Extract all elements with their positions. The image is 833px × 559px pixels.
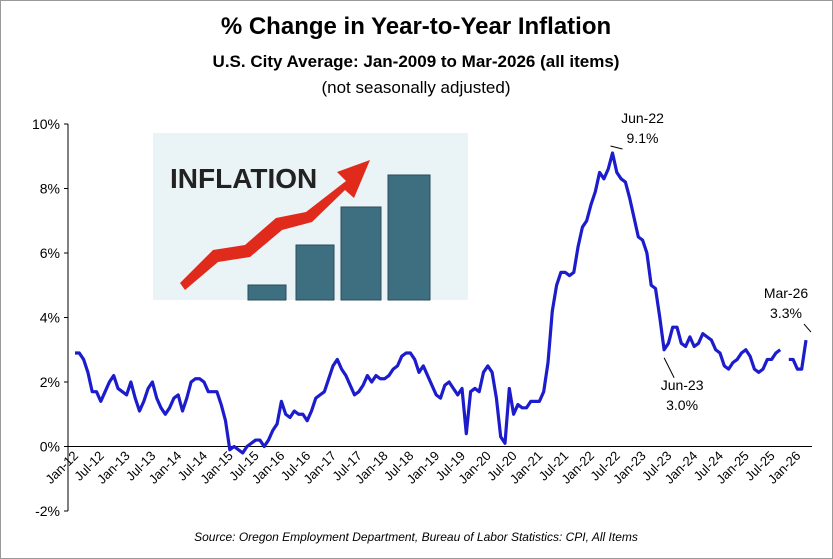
y-tick-label: -2% (35, 503, 60, 519)
annotation-value: 3.3% (770, 305, 802, 321)
y-tick-label: 0% (40, 439, 60, 455)
illustration-text: INFLATION (170, 163, 317, 194)
annotation-label: Jun-23 (661, 377, 704, 393)
illustration: INFLATION (153, 133, 468, 301)
annotation-leader (663, 357, 675, 378)
coin-stacks (247, 174, 431, 301)
annotation-value: 3.0% (666, 397, 698, 413)
chart-subtitle: (not seasonally adjusted) (321, 78, 510, 97)
arrow (180, 160, 370, 290)
y-tick-label: 6% (40, 245, 60, 261)
chart-subtitle: U.S. City Average: Jan-2009 to Mar-2026 … (213, 52, 620, 71)
y-tick-label: 8% (40, 181, 60, 197)
y-tick-label: 4% (40, 310, 60, 326)
source-note: Source: Oregon Employment Department, Bu… (194, 530, 638, 544)
chart-title: % Change in Year-to-Year Inflation (221, 13, 611, 40)
annotation-label: Jun-22 (621, 110, 664, 126)
y-tick-label: 2% (40, 374, 60, 390)
data-line (75, 151, 808, 455)
y-tick-label: 10% (32, 116, 60, 132)
annotation-value: 9.1% (627, 130, 659, 146)
annotation-leader (803, 323, 812, 333)
annotation-label: Mar-26 (764, 285, 809, 301)
annotation-leader (610, 145, 623, 150)
